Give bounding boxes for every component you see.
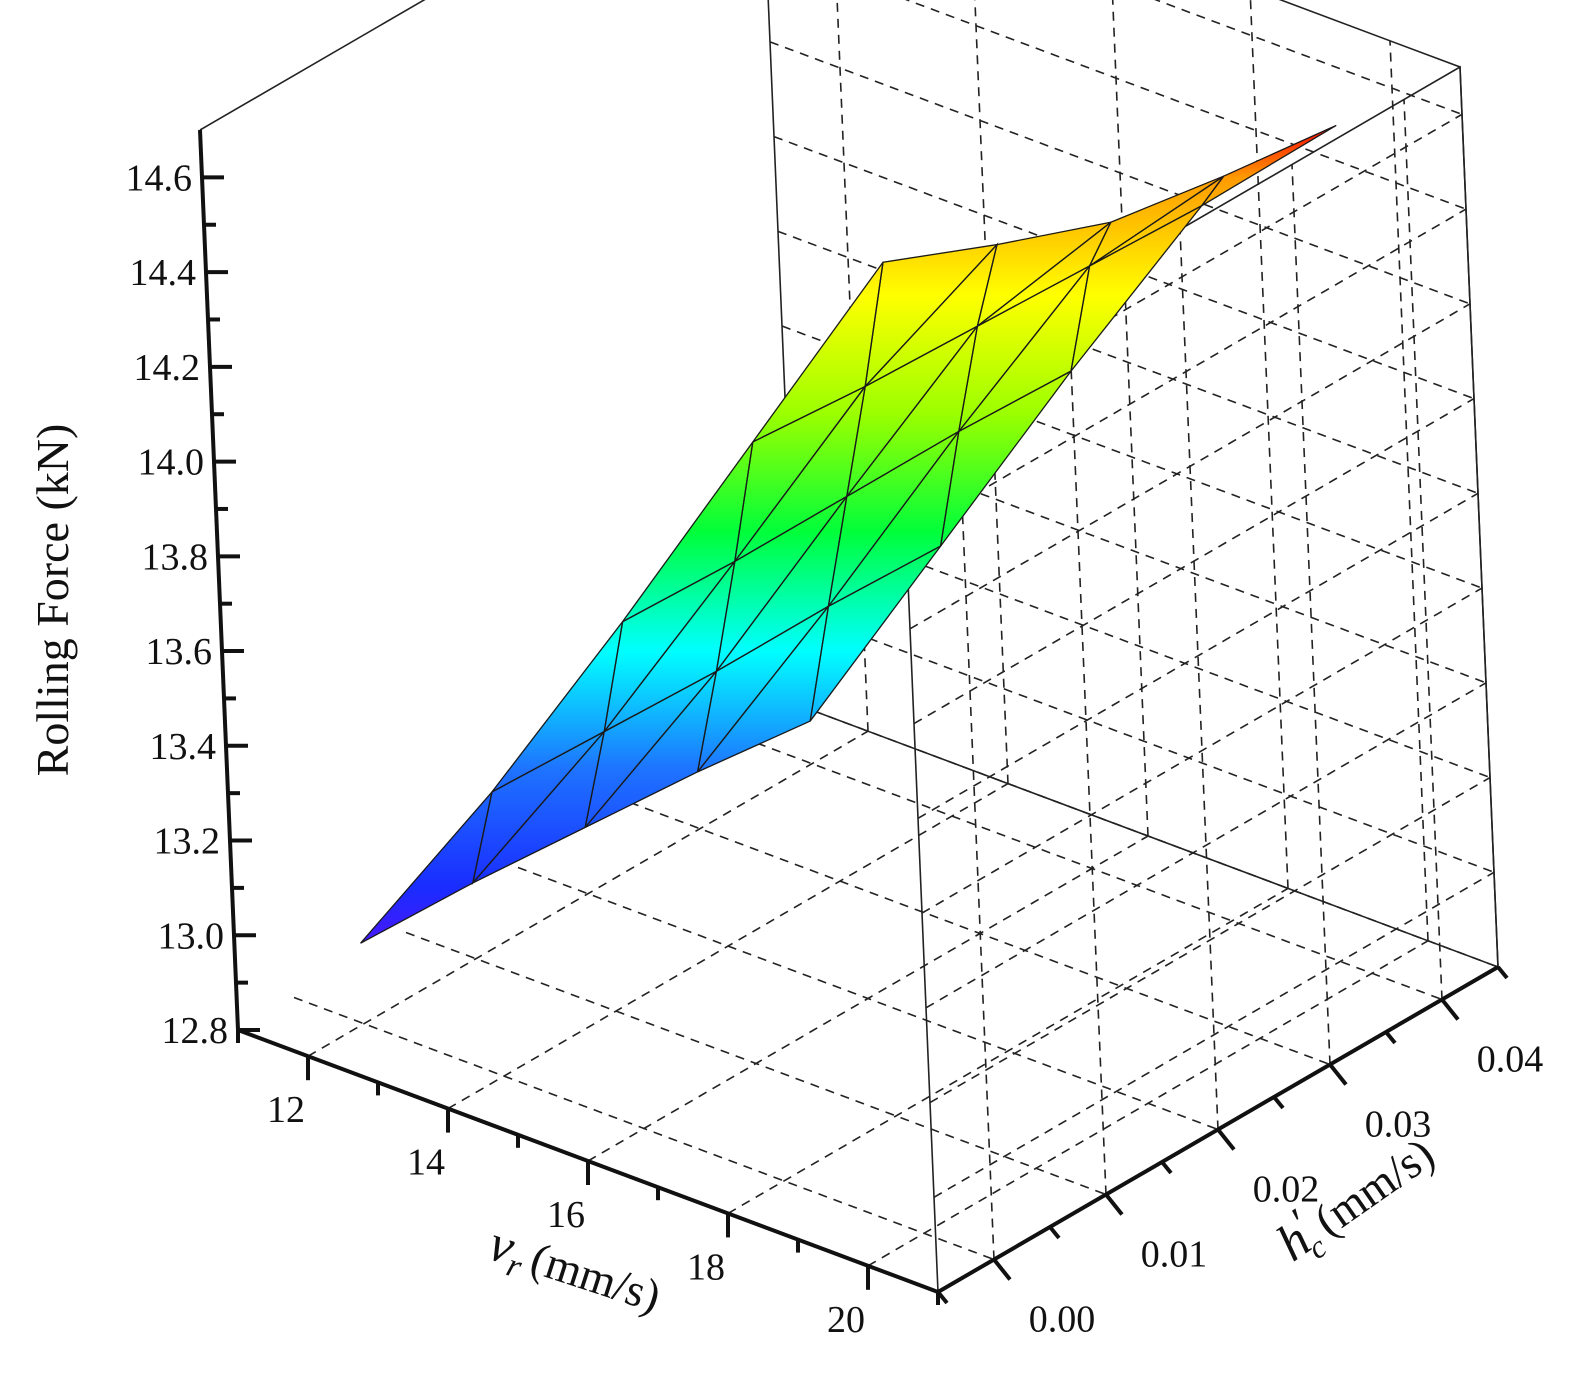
- y-tick: [1440, 998, 1460, 1021]
- grid-line: [629, 801, 1331, 1066]
- grid-line: [1154, 0, 1463, 116]
- grid-line: [955, 359, 995, 1260]
- y-minor-tick: [1160, 1160, 1173, 1175]
- z-tick-label: 14.4: [130, 252, 197, 294]
- y-tick: [1328, 1063, 1348, 1086]
- x-tick-label: 14: [407, 1142, 445, 1184]
- y-minor-tick: [1384, 1030, 1397, 1045]
- surface-mesh-edge: [584, 669, 718, 828]
- z-tick-label: 13.4: [150, 726, 217, 768]
- z-tick-label: 13.0: [158, 915, 225, 957]
- y-tick-label: 0.04: [1477, 1039, 1544, 1081]
- z-tick-label: 14.0: [138, 442, 205, 484]
- grid-line: [793, 609, 1495, 874]
- y-tick: [1216, 1128, 1236, 1151]
- z-tick-label: 13.8: [142, 536, 209, 578]
- grid-line: [1067, 294, 1107, 1195]
- grid-line: [307, 730, 869, 1057]
- grid-line: [1389, 40, 1429, 941]
- grid-line: [405, 931, 1107, 1196]
- x-tick-label: 20: [827, 1299, 865, 1341]
- y-minor-tick: [1496, 965, 1509, 980]
- grid-line: [917, 492, 1479, 820]
- y-tick-label: 0.03: [1365, 1104, 1432, 1146]
- tick-labels: 12.8 13.0 13.2 13.4 13.6 13.8 14.0 14.2 14.4 14.6…: [126, 157, 1544, 1340]
- z-tick-label: 14.2: [134, 347, 201, 389]
- surface-mesh-edge: [360, 789, 494, 944]
- x-tick-label: 16: [547, 1194, 585, 1236]
- surface-mesh-edge: [1201, 124, 1337, 207]
- z-tick-label: 13.6: [146, 631, 213, 673]
- grid-line: [727, 887, 1289, 1215]
- grid-line: [777, 230, 1479, 495]
- x-tick-label: 12: [267, 1089, 305, 1131]
- grid-line: [789, 514, 1491, 779]
- z-axis-label: Rolling Force (kN): [27, 424, 78, 777]
- y-tick-label: 0.02: [1253, 1169, 1320, 1211]
- surface-mesh-edge: [697, 604, 830, 773]
- x-axis-unit: (mm/s): [525, 1232, 667, 1322]
- surface-mesh-edge: [472, 729, 606, 884]
- grid-line: [1249, 0, 1289, 889]
- grid-line: [517, 866, 1219, 1131]
- y-tick-label: 0.00: [1029, 1299, 1096, 1341]
- y-minor-tick: [1048, 1225, 1061, 1240]
- axes: [198, 129, 1509, 1305]
- grid-line: [925, 682, 1487, 1009]
- grid-line: [741, 736, 1443, 1001]
- grid-line: [1111, 0, 1149, 837]
- y-minor-tick: [936, 1290, 949, 1305]
- grid-line: [1179, 229, 1219, 1130]
- grid-line: [785, 420, 1487, 684]
- z-tick-label: 13.2: [154, 821, 221, 863]
- x-tick-label: 18: [687, 1246, 725, 1288]
- surface-plot: [360, 124, 1337, 944]
- top-frame-edge: [199, 0, 426, 131]
- grid-line: [929, 776, 1491, 1104]
- y-tick-label: 0.01: [1141, 1234, 1208, 1276]
- y-tick: [1104, 1193, 1124, 1216]
- grid-line: [933, 871, 1495, 1198]
- grid-line: [905, 0, 1467, 210]
- grid-line: [921, 587, 1483, 914]
- grid-line: [1403, 99, 1443, 1000]
- z-tick-label: 14.6: [126, 157, 193, 199]
- grid-line: [1291, 164, 1331, 1065]
- grid-line: [293, 996, 995, 1261]
- z-tick-label: 12.8: [162, 1010, 229, 1052]
- y-tick: [992, 1258, 1012, 1281]
- z-axis-line: [198, 129, 240, 1031]
- y-minor-tick: [1272, 1095, 1285, 1110]
- grid-line: [781, 325, 1483, 589]
